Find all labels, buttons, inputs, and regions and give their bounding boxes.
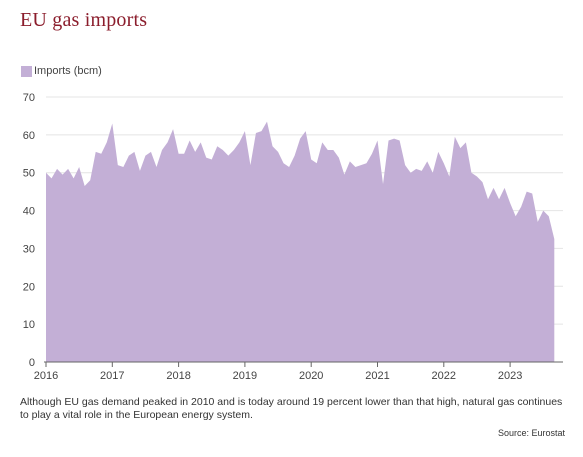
y-tick-label: 70 [23,92,35,104]
y-tick-label: 20 [23,281,35,293]
x-tick-label: 2022 [432,370,456,382]
y-tick-label: 40 [23,206,35,218]
area-series-imports [46,121,555,362]
x-tick-label: 2017 [100,370,124,382]
y-tick-label: 10 [23,319,35,331]
x-tick-label: 2018 [166,370,190,382]
legend: Imports (bcm) [21,65,102,77]
y-tick-label: 60 [23,130,35,142]
y-tick-label: 50 [23,168,35,180]
x-tick-label: 2016 [34,370,58,382]
legend-swatch [21,65,32,77]
y-tick-label: 30 [23,243,35,255]
x-tick-label: 2020 [299,370,323,382]
x-tick-label: 2019 [233,370,257,382]
x-tick-label: 2021 [365,370,389,382]
y-tick-label: 0 [29,357,35,369]
x-tick-label: 2023 [498,370,522,382]
chart-caption: Although EU gas demand peaked in 2010 an… [20,396,563,421]
chart-title: EU gas imports [20,9,148,31]
legend-label: Imports (bcm) [34,65,102,77]
source-note: Source: Eurostat [497,428,565,438]
